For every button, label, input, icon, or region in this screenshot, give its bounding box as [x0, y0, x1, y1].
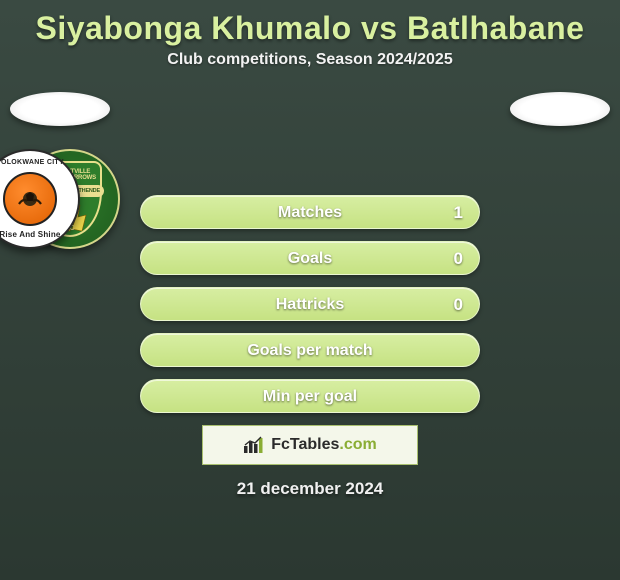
stat-right-value: 0 — [454, 288, 463, 320]
stat-right-value: 1 — [454, 196, 463, 228]
bars-chart-icon — [243, 436, 265, 454]
stat-label: Matches — [141, 196, 479, 228]
subtitle: Club competitions, Season 2024/2025 — [0, 51, 620, 87]
stat-label: Min per goal — [141, 380, 479, 412]
stat-bar: Min per goal — [140, 379, 480, 413]
page-title: Siyabonga Khumalo vs Batlhabane — [0, 0, 620, 51]
badge-right-bottom-text: Rise And Shine — [0, 230, 61, 239]
stat-bar: Goals 0 — [140, 241, 480, 275]
stat-label: Goals — [141, 242, 479, 274]
hands-ball-icon — [15, 184, 45, 214]
comparison-content: LAMONTVILLE GOLDEN ARROWS ABAFANA BES'TH… — [0, 87, 620, 499]
logo-text: FcTables.com — [271, 436, 377, 454]
stat-label: Goals per match — [141, 334, 479, 366]
logo-suffix: .com — [339, 436, 376, 453]
player-placeholder-left — [10, 92, 110, 126]
logo-main: FcTables — [271, 436, 339, 453]
player-placeholder-right — [510, 92, 610, 126]
stat-bars: Matches 1 Goals 0 Hattricks 0 Goals per … — [140, 187, 480, 413]
date-line: 21 december 2024 — [0, 465, 620, 499]
stat-right-value: 0 — [454, 242, 463, 274]
stat-bar: Matches 1 — [140, 195, 480, 229]
badge-right-top-text: POLOKWANE CITY — [0, 159, 64, 166]
stat-label: Hattricks — [141, 288, 479, 320]
stat-bar: Hattricks 0 — [140, 287, 480, 321]
source-logo-box: FcTables.com — [202, 425, 418, 465]
ball-icon — [3, 172, 57, 226]
stat-bar: Goals per match — [140, 333, 480, 367]
